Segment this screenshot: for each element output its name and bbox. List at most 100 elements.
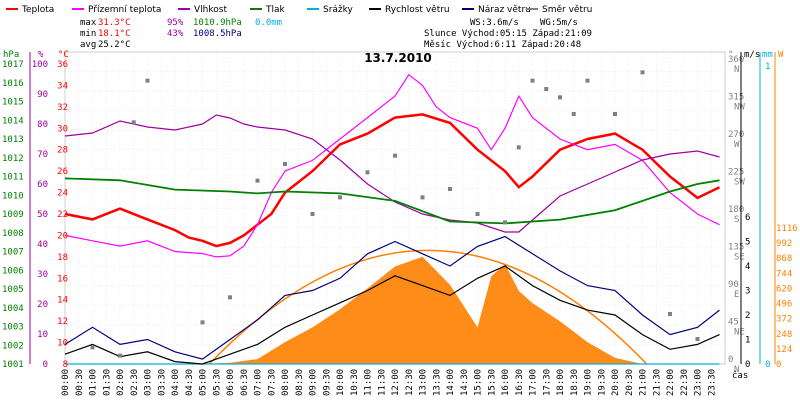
wind-direction-point-21: [585, 78, 590, 83]
x-tick-45: 22:30: [680, 369, 690, 396]
stat-min-temp: 18.1°C: [98, 29, 131, 39]
stat-max-temp: 31.3°C: [98, 18, 131, 28]
series-rychlost-v-tru: [64, 265, 720, 365]
wind-direction-point-22: [613, 112, 617, 116]
pct-axis-tick-3: 30: [37, 270, 48, 280]
deg-axis-tick-4: 16: [57, 274, 68, 284]
pct-axis-label: %: [38, 50, 44, 60]
ms-axis-tick-0: 0: [745, 360, 750, 370]
w-axis-tick-2: 248: [776, 330, 792, 340]
wind-direction-point-19: [558, 95, 562, 100]
deg-axis-tick-10: 28: [57, 146, 68, 156]
pct-axis-tick-5: 50: [37, 210, 48, 220]
wind-direction-points: [90, 70, 700, 358]
x-tick-30: 15:00: [474, 369, 484, 396]
x-tick-31: 15:30: [487, 369, 497, 396]
wind-direction-point-12: [420, 195, 425, 200]
pct-axis-tick-10: 100: [32, 60, 48, 70]
deg-axis-tick-0: 8: [63, 360, 68, 370]
deg-axis-tick-9: 26: [57, 167, 68, 177]
wind-direction-point-4: [200, 320, 205, 325]
series-n-raz-v-tru: [64, 235, 720, 360]
stat-avg-temp: 25.2°C: [98, 40, 131, 50]
x-tick-32: 16:00: [501, 369, 511, 396]
x-tick-5: 02:30: [130, 369, 140, 396]
deg-axis-tick-7: 22: [57, 210, 68, 220]
x-tick-47: 23:30: [707, 369, 717, 396]
deg-axis-label: °C: [58, 50, 69, 60]
legend-label-3: Tlak: [265, 5, 286, 15]
dir-axis-tick-3: 135: [728, 243, 744, 253]
dir-axis-tick-8: 360: [728, 55, 744, 65]
w-axis-tick-9: 1116: [776, 224, 798, 234]
pct-axis-tick-7: 70: [37, 150, 48, 160]
wind-direction-point-10: [365, 170, 370, 175]
hpa-axis-tick-9: 1010: [2, 191, 24, 201]
ms-axis-tick-6: 6: [745, 213, 750, 223]
x-tick-33: 16:30: [515, 369, 525, 396]
wind-direction-point-1: [118, 353, 122, 358]
dir-axis-tick-5: 225: [728, 168, 744, 178]
dir-axis-name-0: N: [734, 365, 739, 375]
stat-max-label: max: [80, 18, 97, 28]
stat-wg: WG:5m/s: [540, 18, 578, 28]
hpa-axis-tick-1: 1002: [2, 341, 24, 351]
x-tick-20: 10:00: [336, 369, 346, 396]
x-tick-8: 04:00: [171, 369, 181, 396]
x-tick-10: 05:00: [199, 369, 209, 396]
mm-axis-label: mm: [762, 50, 773, 60]
wind-direction-point-25: [695, 337, 700, 341]
legend-label-4: Srážky: [323, 5, 354, 15]
legend-label-6: Náraz větru: [478, 5, 531, 15]
series-lines: [64, 73, 721, 365]
deg-axis-tick-14: 36: [57, 60, 68, 70]
wind-direction-point-11: [393, 153, 397, 158]
x-tick-34: 17:00: [529, 369, 539, 396]
stat-min-hum: 43%: [167, 29, 184, 39]
w-axis-tick-7: 868: [776, 254, 792, 264]
legend: Teplota Přízemní teplota Vlhkost Tlak Srážky…: [6, 5, 592, 15]
x-tick-2: 01:00: [89, 369, 99, 396]
stat-ws: WS:3.6m/s: [470, 18, 519, 28]
hpa-axis-tick-4: 1005: [2, 285, 24, 295]
ms-axis-tick-5: 5: [745, 238, 750, 248]
series-p-zemn-teplota: [64, 73, 720, 258]
wind-direction-point-17: [530, 78, 535, 83]
x-tick-21: 10:30: [350, 369, 360, 396]
x-tick-1: 00:30: [75, 369, 85, 396]
x-tick-37: 18:30: [570, 369, 580, 396]
pct-axis-tick-4: 40: [37, 240, 48, 250]
x-tick-3: 01:30: [102, 369, 112, 396]
dir-axis-name-2: E: [734, 290, 739, 300]
wind-direction-point-0: [90, 345, 95, 350]
w-axis-tick-3: 372: [776, 315, 792, 325]
hpa-axis-tick-6: 1007: [2, 248, 24, 258]
wind-direction-point-18: [544, 87, 549, 91]
x-tick-40: 20:00: [611, 369, 621, 396]
stat-min-label: min: [80, 29, 96, 39]
hpa-axis-tick-11: 1012: [2, 154, 24, 164]
pct-axis-tick-2: 20: [37, 300, 48, 310]
hpa-axis-tick-5: 1006: [2, 266, 24, 276]
dir-axis-name-5: SW: [734, 178, 745, 188]
mm-axis-tick-1: 1: [765, 62, 770, 72]
wind-direction-point-2: [131, 120, 136, 125]
w-axis-tick-5: 620: [776, 284, 792, 294]
dir-axis-name-1: NE: [734, 328, 745, 338]
hpa-axis-tick-0: 1001: [2, 360, 24, 370]
x-tick-46: 23:00: [694, 369, 704, 396]
hpa-axis-tick-10: 1011: [2, 173, 24, 183]
series-vlhkost: [64, 114, 720, 233]
x-tick-26: 13:00: [419, 369, 429, 396]
x-tick-27: 13:30: [432, 369, 442, 396]
axes: 1001100210031004100510061007100810091010…: [2, 50, 798, 396]
x-tick-23: 11:30: [377, 369, 387, 396]
w-axis-tick-8: 992: [776, 239, 792, 249]
wind-direction-point-6: [255, 178, 260, 183]
x-tick-38: 19:00: [584, 369, 594, 396]
deg-axis-tick-5: 18: [57, 253, 68, 263]
dir-axis-name-8: N: [734, 65, 739, 75]
hpa-axis-tick-12: 1013: [2, 135, 24, 145]
